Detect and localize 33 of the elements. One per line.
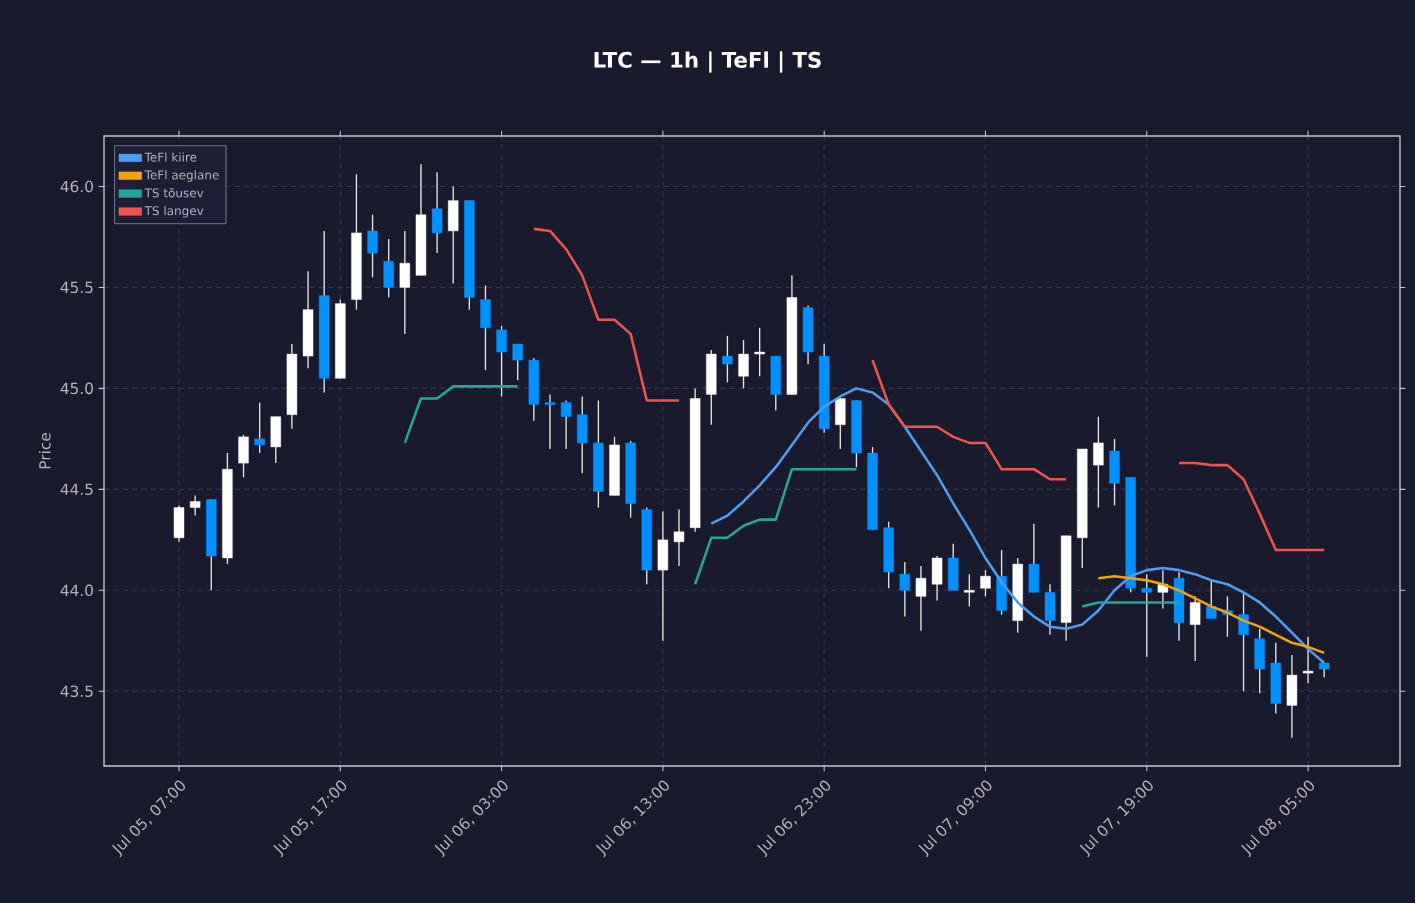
candlestick [1302,636,1314,684]
y-tick-label: 45.0 [60,382,93,395]
y-tick-label: 43.5 [60,685,93,698]
y-axis-title: Price [38,433,51,469]
candlestick [980,569,991,598]
candlestick [560,399,572,450]
y-tick-label: 44.0 [60,584,93,597]
legend-label: TS tõusev [144,187,204,198]
candlestick [512,343,523,381]
candlestick [915,565,927,632]
candlestick [1093,415,1104,509]
y-tick-label: 45.5 [60,281,93,294]
candlestick [1238,591,1249,692]
legend-label: TeFl kiire [144,152,197,162]
candlestick [738,339,749,390]
candlestick [673,508,685,567]
candlestick [754,327,765,377]
candlestick [367,214,378,279]
y-tick-label: 44.5 [60,483,93,496]
candlestick [496,325,507,398]
candlestick [189,494,201,517]
legend-label: TS langev [144,205,204,218]
candlestick [254,401,265,454]
chart-title: LTC — 1h | TeFl | TS [594,51,821,73]
candlestick [1189,595,1201,662]
y-tick-label: 46.0 [60,180,93,193]
candlestick [1206,579,1217,620]
candlestick [899,561,911,618]
candlestick [1141,573,1152,658]
candlestick [964,573,975,608]
candlestick [544,393,556,450]
candlestick [722,335,733,384]
legend-label: TeFl aeglane [144,170,219,182]
